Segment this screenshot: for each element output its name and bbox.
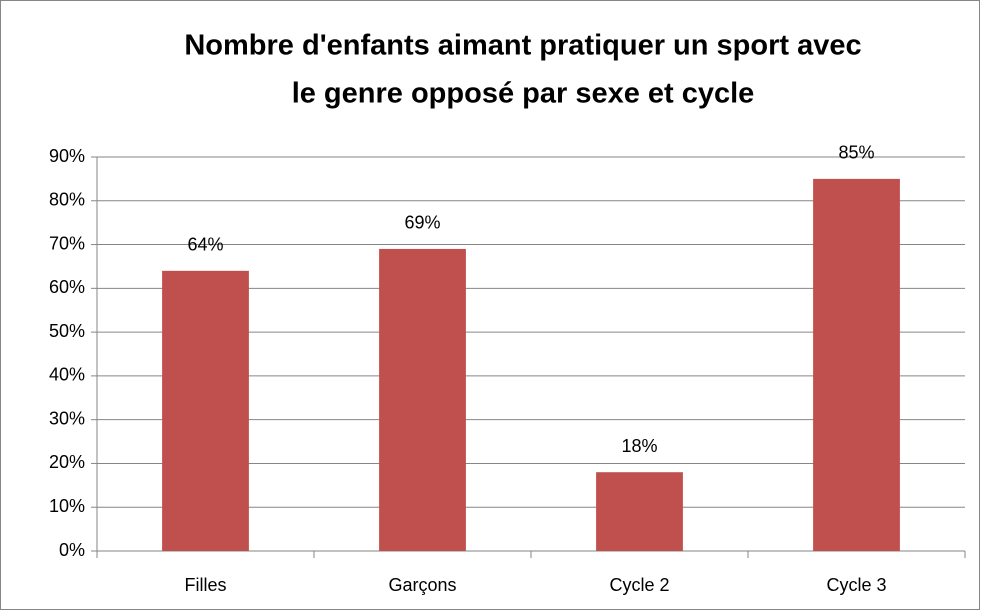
y-tick-label: 70% <box>49 233 85 253</box>
bar <box>596 472 683 551</box>
bar <box>813 178 900 551</box>
x-tick-label: Garçons <box>388 575 456 595</box>
bar <box>379 248 466 551</box>
data-label: 64% <box>187 235 223 255</box>
bar <box>162 270 249 551</box>
y-tick-label: 0% <box>59 540 85 560</box>
chart-title: Nombre d'enfants aimant pratiquer un spo… <box>184 30 861 62</box>
x-tick-label: Cycle 3 <box>826 575 886 595</box>
y-tick-label: 10% <box>49 496 85 516</box>
y-tick-label: 40% <box>49 365 85 385</box>
data-label: 69% <box>404 213 440 233</box>
x-tick-label: Cycle 2 <box>609 575 669 595</box>
y-tick-label: 20% <box>49 452 85 472</box>
data-label: 85% <box>838 143 874 163</box>
y-tick-label: 50% <box>49 321 85 341</box>
y-tick-label: 30% <box>49 408 85 428</box>
y-tick-label: 60% <box>49 277 85 297</box>
x-tick-label: Filles <box>184 575 226 595</box>
data-label: 18% <box>621 436 657 456</box>
y-tick-label: 90% <box>49 146 85 166</box>
chart-title: le genre opposé par sexe et cycle <box>292 78 755 110</box>
y-tick-label: 80% <box>49 190 85 210</box>
